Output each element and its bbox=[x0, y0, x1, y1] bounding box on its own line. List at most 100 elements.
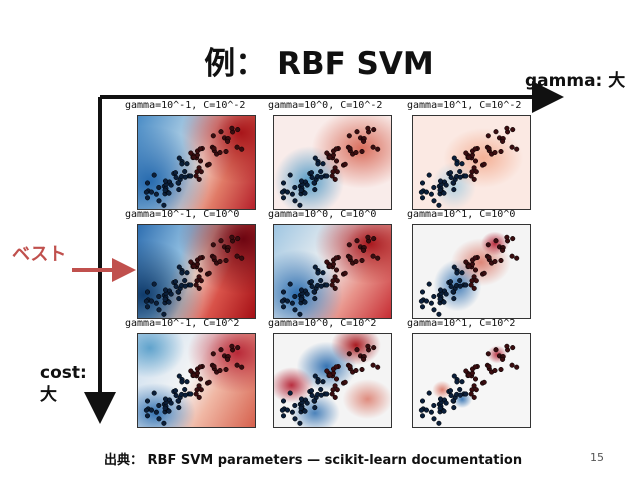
scatter-point bbox=[457, 283, 463, 289]
scatter-point bbox=[327, 372, 333, 378]
scatter-point bbox=[304, 291, 310, 297]
caption-r1-c1: gamma=10^0, C=10^0 bbox=[268, 209, 377, 220]
scatter-point bbox=[235, 236, 241, 242]
scatter-point bbox=[318, 174, 324, 180]
scatter-point bbox=[312, 264, 318, 270]
scatter-point bbox=[297, 420, 303, 426]
scatter-point bbox=[188, 173, 194, 179]
scatter-point bbox=[448, 174, 454, 181]
scatter-point bbox=[493, 129, 499, 135]
scatter-point bbox=[485, 133, 491, 139]
scatter-point bbox=[162, 178, 169, 184]
scatter-point bbox=[468, 282, 474, 288]
scatter-point bbox=[144, 304, 151, 310]
scatter-point bbox=[206, 379, 212, 385]
scatter-point bbox=[447, 388, 454, 394]
scatter-point bbox=[210, 351, 216, 357]
scatter-point bbox=[419, 304, 426, 310]
scatter-point bbox=[194, 387, 200, 393]
scatter-point bbox=[441, 408, 447, 414]
scatter-point bbox=[197, 267, 204, 273]
scatter-point bbox=[211, 254, 217, 260]
scatter-point bbox=[365, 343, 371, 349]
scatter-point bbox=[308, 170, 315, 176]
gamma-axis-label: gamma: 大 bbox=[525, 71, 626, 91]
page-number: 15 bbox=[590, 451, 604, 464]
scatter-point bbox=[188, 391, 194, 397]
scatter-point bbox=[324, 259, 330, 265]
scatter-point bbox=[327, 154, 333, 160]
scatter-point bbox=[184, 161, 190, 167]
scatter-point bbox=[481, 161, 487, 167]
scatter-point bbox=[292, 416, 298, 422]
scatter-point bbox=[333, 158, 340, 164]
scatter-point bbox=[298, 187, 304, 193]
scatter-point bbox=[191, 263, 197, 269]
scatter-point bbox=[234, 144, 240, 150]
scatter-point bbox=[156, 184, 162, 191]
scatter-point bbox=[196, 176, 202, 182]
panel-r0-c0 bbox=[137, 115, 256, 210]
scatter-point bbox=[235, 127, 241, 133]
scatter-point bbox=[144, 195, 151, 201]
scatter-point bbox=[210, 133, 216, 139]
scatter-point bbox=[304, 400, 310, 406]
scatter-point bbox=[510, 345, 516, 351]
scatter-point bbox=[168, 291, 174, 297]
panel-r0-c1 bbox=[273, 115, 392, 210]
scatter-point bbox=[443, 291, 449, 297]
scatter-point bbox=[166, 408, 172, 414]
scatter-points bbox=[279, 234, 381, 317]
scatter-point bbox=[324, 173, 330, 179]
scatter-point bbox=[463, 391, 469, 397]
scatter-point bbox=[329, 282, 335, 288]
scatter-point bbox=[457, 174, 463, 180]
scatter-point bbox=[156, 416, 162, 422]
scatter-point bbox=[320, 161, 326, 167]
scatter-point bbox=[311, 180, 317, 186]
scatter-point bbox=[211, 145, 217, 151]
scatter-point bbox=[332, 383, 338, 389]
scatter-point bbox=[361, 356, 367, 362]
scatter-point bbox=[346, 351, 352, 357]
scatter-point bbox=[486, 254, 492, 260]
scatter-point bbox=[193, 282, 199, 288]
scatter-point bbox=[437, 287, 444, 293]
scatter-point bbox=[431, 184, 437, 191]
scatter-point bbox=[347, 254, 353, 260]
scatter-point bbox=[448, 392, 454, 399]
scatter-point bbox=[217, 367, 223, 374]
scatter-point bbox=[315, 161, 321, 167]
scatter-point bbox=[287, 172, 293, 178]
scatter-point bbox=[298, 178, 305, 184]
scatter-point bbox=[509, 253, 515, 259]
scatter-point bbox=[148, 407, 155, 413]
scatter-point bbox=[218, 238, 224, 244]
scatter-point bbox=[280, 304, 287, 310]
scatter-point bbox=[473, 169, 479, 175]
panel-r2-c0 bbox=[137, 333, 256, 428]
scatter-point bbox=[320, 270, 326, 276]
scatter-point bbox=[500, 356, 506, 362]
scatter-point bbox=[454, 161, 460, 167]
scatter-point bbox=[359, 366, 365, 373]
scatter-point bbox=[144, 413, 151, 419]
scatter-point bbox=[418, 407, 424, 413]
panel-r1-c2 bbox=[412, 224, 531, 319]
scatter-point bbox=[459, 270, 465, 276]
scatter-point bbox=[514, 255, 520, 261]
scatter-point bbox=[450, 289, 456, 295]
scatter-point bbox=[466, 263, 472, 269]
scatter-points bbox=[418, 343, 520, 426]
scatter-points bbox=[143, 343, 245, 426]
scatter-points bbox=[143, 125, 245, 208]
scatter-point bbox=[486, 363, 492, 369]
scatter-point bbox=[500, 138, 506, 144]
scatter-point bbox=[173, 283, 179, 290]
scatter-point bbox=[223, 148, 229, 155]
scatter-point bbox=[292, 198, 298, 204]
scatter-point bbox=[469, 278, 475, 284]
scatter-point bbox=[472, 158, 479, 164]
scatter-point bbox=[196, 285, 202, 291]
